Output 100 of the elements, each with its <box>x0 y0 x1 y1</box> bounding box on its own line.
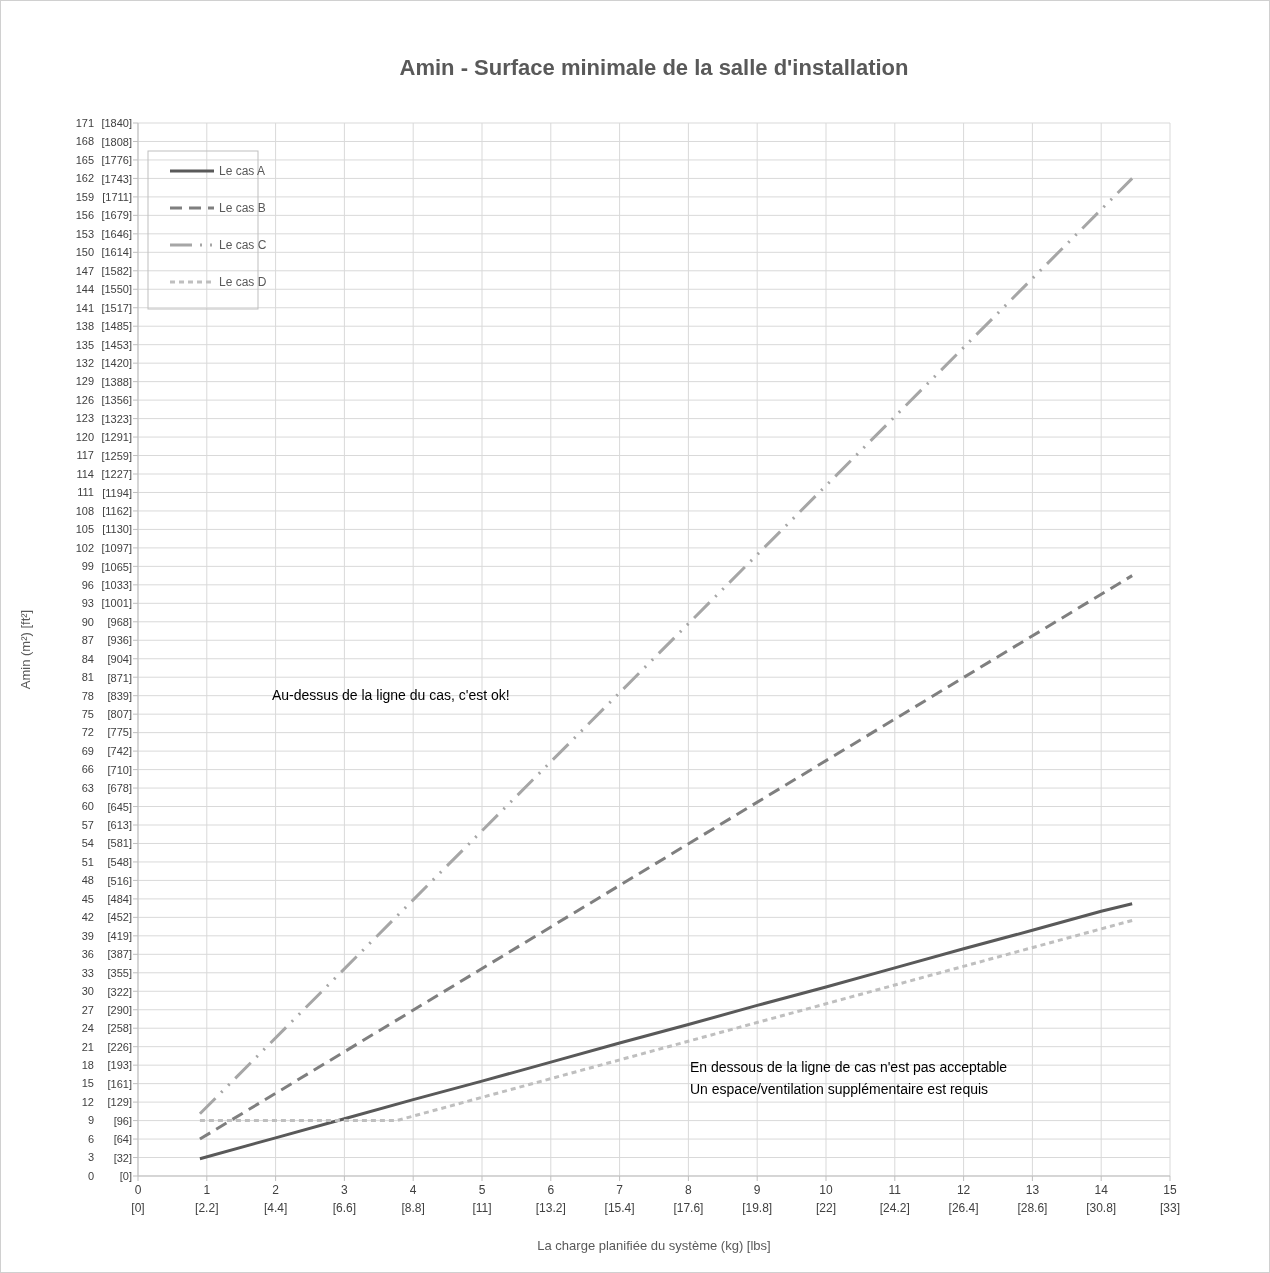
y2-tick-label: [226] <box>107 1040 132 1053</box>
y-tick-label: 171 <box>75 116 94 129</box>
y2-tick-label: [936] <box>107 634 132 647</box>
y2-tick-label: [581] <box>107 837 132 850</box>
x2-tick-label: [2.2] <box>195 1201 219 1215</box>
x-tick-label: 5 <box>478 1183 486 1197</box>
y2-tick-label: [1646] <box>101 228 132 241</box>
y-tick-label: 123 <box>75 412 94 425</box>
y2-tick-label: [419] <box>107 930 132 943</box>
y-tick-label: 75 <box>81 708 94 721</box>
y2-tick-label: [258] <box>107 1022 132 1035</box>
y2-tick-label: [1162] <box>102 505 132 518</box>
x-tick-label: 15 <box>1163 1183 1177 1197</box>
chart-title: Amin - Surface minimale de la salle d'installation <box>399 55 909 80</box>
y-tick-label: 138 <box>75 320 94 333</box>
y2-tick-label: [1033] <box>101 578 132 591</box>
y2-tick-label: [96] <box>113 1114 132 1127</box>
x-tick-label: 9 <box>753 1183 761 1197</box>
y2-tick-label: [129] <box>107 1096 132 1109</box>
y2-tick-label: [807] <box>107 708 132 721</box>
y-tick-label: 63 <box>81 781 94 794</box>
y2-tick-label: [1323] <box>101 412 132 425</box>
y2-tick-label: [161] <box>107 1077 132 1090</box>
y2-tick-label: [1485] <box>101 320 132 333</box>
y2-tick-label: [1711] <box>102 190 132 203</box>
y2-tick-label: [516] <box>107 874 132 887</box>
line-series <box>198 902 1134 1161</box>
y2-tick-label: [322] <box>107 985 132 998</box>
x2-tick-label: [13.2] <box>535 1201 566 1215</box>
y2-tick-label: [1517] <box>101 301 132 314</box>
x-tick-label: 1 <box>203 1183 211 1197</box>
x2-tick-label: [19.8] <box>742 1201 773 1215</box>
x-tick-label: 13 <box>1025 1183 1040 1197</box>
y2-tick-label: [484] <box>107 892 132 905</box>
x2-tick-label: [11] <box>472 1201 492 1215</box>
y2-tick-label: [452] <box>107 911 132 924</box>
y-tick-label: 105 <box>75 523 94 536</box>
y-tick-label: 159 <box>75 190 94 203</box>
y-tick-label: 69 <box>81 744 94 757</box>
legend-label: Le cas A <box>219 164 266 179</box>
x-tick-label: 8 <box>685 1183 693 1197</box>
y-tick-label: 72 <box>81 726 94 739</box>
y-tick-label: 141 <box>75 301 94 314</box>
y-tick-label: 126 <box>75 393 94 406</box>
y-tick-label: 54 <box>81 837 94 850</box>
y2-tick-label: [775] <box>107 726 132 739</box>
y-tick-label: 114 <box>76 467 94 480</box>
x2-tick-label: [6.6] <box>332 1201 357 1215</box>
y-tick-label: 15 <box>81 1077 94 1090</box>
y-tick-label: 36 <box>81 948 94 961</box>
y2-tick-label: [1743] <box>101 172 132 185</box>
y-tick-label: 132 <box>75 357 94 370</box>
y-tick-label: 117 <box>76 449 94 462</box>
x2-tick-label: [8.8] <box>401 1201 425 1215</box>
y-tick-label: 99 <box>81 560 94 573</box>
y-tick-label: 12 <box>81 1095 94 1108</box>
x2-tick-label: [33] <box>1159 1201 1181 1215</box>
y2-tick-label: [742] <box>107 745 132 758</box>
y-tick-label: 156 <box>75 209 94 222</box>
y2-tick-label: [678] <box>107 781 132 794</box>
x2-tick-label: [30.8] <box>1086 1201 1117 1215</box>
y-tick-label: 153 <box>75 227 94 240</box>
y2-tick-label: [1808] <box>101 135 132 148</box>
y2-tick-label: [290] <box>107 1003 132 1016</box>
y-tick-label: 57 <box>81 818 94 831</box>
y2-tick-label: [1291] <box>101 431 132 444</box>
x-tick-label: 14 <box>1094 1183 1109 1197</box>
x2-tick-label: [15.4] <box>604 1201 635 1215</box>
y-tick-label: 45 <box>81 892 94 905</box>
y-tick-label: 18 <box>81 1059 94 1072</box>
y2-tick-label: [968] <box>107 616 132 629</box>
y-tick-label: 60 <box>81 800 94 813</box>
y-tick-label: 39 <box>81 929 94 942</box>
annotation: En dessous de la ligne de cas n'est pas acceptable Un espace/ventilation supplémentaire est requis <box>690 1059 1008 1097</box>
y2-tick-label: [548] <box>107 856 132 869</box>
y-tick-label: 147 <box>75 264 94 277</box>
y2-tick-label: [1840] <box>101 117 132 130</box>
x2-tick-label: [4.4] <box>263 1201 288 1215</box>
x-tick-label: 12 <box>956 1183 971 1197</box>
x2-tick-label: [28.6] <box>1017 1201 1048 1215</box>
y2-tick-label: [1259] <box>101 449 132 462</box>
y-tick-label: 81 <box>81 671 94 684</box>
x-tick-label: 7 <box>616 1183 624 1197</box>
y-tick-label: 3 <box>87 1151 94 1164</box>
y2-tick-label: [355] <box>107 966 132 979</box>
y2-tick-label: [645] <box>107 800 132 813</box>
y2-tick-label: [1001] <box>101 597 132 610</box>
legend-label: Le cas D <box>219 275 267 290</box>
y-tick-label: 0 <box>87 1169 94 1182</box>
y2-tick-label: [0] <box>119 1169 132 1182</box>
y2-tick-label: [1130] <box>102 523 132 536</box>
legend-label: Le cas B <box>219 201 266 216</box>
y2-tick-label: [1776] <box>101 153 132 166</box>
y2-tick-label: [1227] <box>101 467 132 480</box>
y-tick-label: 27 <box>81 1003 94 1016</box>
y2-tick-label: [904] <box>107 652 132 665</box>
x2-tick-label: [22] <box>815 1201 837 1215</box>
y-tick-label: 78 <box>81 689 94 702</box>
x-tick-label: 10 <box>819 1183 833 1197</box>
x-tick-label: 2 <box>272 1183 280 1197</box>
